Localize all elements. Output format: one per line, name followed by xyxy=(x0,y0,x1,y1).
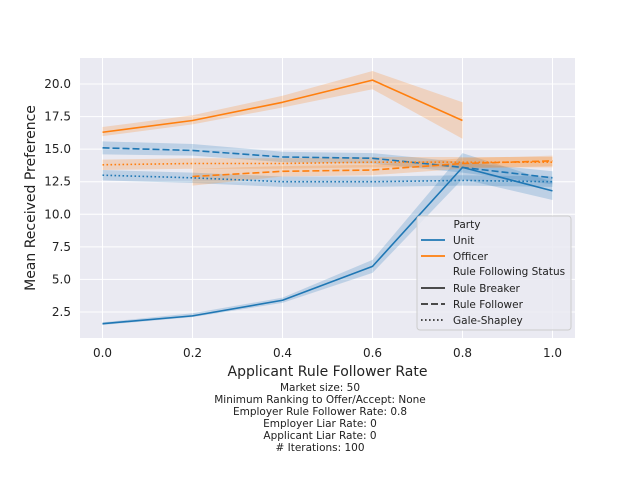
caption-line: Applicant Liar Rate: 0 xyxy=(263,430,377,442)
caption-line: Market size: 50 xyxy=(279,382,361,394)
series-line-officer-rule-follower xyxy=(192,160,553,178)
series-line-unit-rule-follower xyxy=(102,147,553,179)
legend-style-entries: Rule Breaker Rule Follower Gale-Shapley xyxy=(421,283,524,327)
ci-band-unit-gale-shapley xyxy=(102,170,553,187)
ci-band-officer-rule-breaker xyxy=(102,71,463,139)
y-tick-label: 5.0 xyxy=(52,272,71,286)
legend-label: Rule Breaker xyxy=(453,283,521,295)
legend-hue-entries: Unit Officer xyxy=(421,235,489,263)
x-tick-label: 0.4 xyxy=(273,346,292,360)
legend-label: Officer xyxy=(453,251,489,263)
legend-style-title: Rule Following Status xyxy=(453,266,565,278)
y-tick-label: 12.5 xyxy=(44,175,71,189)
y-axis-label: Mean Received Preference xyxy=(23,105,39,291)
y-tick-labels: 2.5 5.0 7.5 10.0 12.5 15.0 17.5 20.0 xyxy=(44,77,71,319)
y-tick-label: 10.0 xyxy=(44,207,71,221)
x-tick-label: 0.6 xyxy=(363,346,382,360)
y-tick-label: 17.5 xyxy=(44,110,71,124)
series-line-officer-gale-shapley xyxy=(102,161,553,166)
legend-label: Rule Follower xyxy=(453,299,524,311)
x-tick-label: 0.8 xyxy=(453,346,472,360)
legend-label: Unit xyxy=(453,235,474,247)
series-line-officer-rule-breaker xyxy=(102,79,463,134)
legend-label: Gale-Shapley xyxy=(453,315,523,327)
caption-line: Employer Liar Rate: 0 xyxy=(263,418,377,430)
series-lines xyxy=(102,79,553,325)
y-tick-label: 2.5 xyxy=(52,305,71,319)
series-line-unit-gale-shapley xyxy=(102,174,553,183)
y-tick-label: 20.0 xyxy=(44,77,71,91)
caption-line: # Iterations: 100 xyxy=(275,442,365,454)
caption-line: Minimum Ranking to Offer/Accept: None xyxy=(214,394,426,406)
series-line-unit-rule-breaker xyxy=(102,166,553,325)
legend-box xyxy=(416,215,572,331)
x-tick-label: 0.2 xyxy=(183,346,202,360)
caption: Market size: 50 Minimum Ranking to Offer… xyxy=(0,382,640,454)
x-tick-labels: 0.0 0.2 0.4 0.6 0.8 1.0 xyxy=(93,346,562,360)
y-tick-label: 15.0 xyxy=(44,142,71,156)
x-tick-label: 0.0 xyxy=(93,346,112,360)
y-tick-label: 7.5 xyxy=(52,240,71,254)
legend-hue-title: Party xyxy=(454,219,481,231)
ci-band-unit-rule-breaker xyxy=(102,153,553,325)
x-tick-label: 1.0 xyxy=(543,346,562,360)
x-axis-label: Applicant Rule Follower Rate xyxy=(228,364,428,380)
caption-line: Employer Rule Follower Rate: 0.8 xyxy=(232,406,408,418)
